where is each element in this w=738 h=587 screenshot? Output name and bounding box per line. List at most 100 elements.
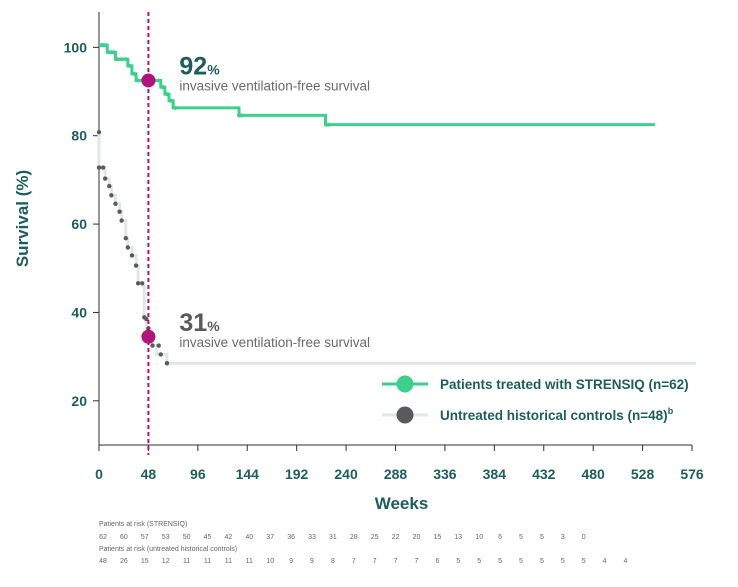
y-tick-label: 20 — [71, 393, 87, 409]
at-risk-count: 5 — [561, 558, 565, 565]
at-risk-count: 57 — [141, 534, 149, 541]
x-tick-label: 576 — [680, 466, 704, 482]
at-risk-count: 42 — [225, 534, 233, 541]
at-risk-count: 33 — [308, 534, 316, 541]
legend: Patients treated with STRENSIQ (n=62) Unt… — [382, 375, 689, 424]
survival-caption: invasive ventilation-free survival — [179, 335, 370, 350]
x-tick-label: 192 — [285, 466, 309, 482]
control-censor-dot — [113, 201, 118, 206]
control-censor-dot — [117, 209, 122, 214]
at-risk-row-label: Patients at risk (untreated historical c… — [99, 546, 237, 553]
strensiq-censor-dot — [239, 113, 244, 118]
strensiq-censor-dot — [119, 57, 124, 62]
survival-percent-label: 92% — [179, 52, 220, 80]
control-censor-dot — [164, 361, 170, 366]
control-censor-dot — [107, 183, 112, 189]
at-risk-count: 7 — [394, 558, 398, 565]
at-risk-count: 0 — [582, 534, 586, 541]
strensiq-censor-dot — [156, 78, 161, 83]
survival-marker-dot — [141, 73, 156, 88]
at-risk-row-label: Patients at risk (STRENSIQ) — [99, 521, 187, 528]
at-risk-count: 5 — [519, 558, 523, 565]
at-risk-count: 9 — [310, 558, 314, 565]
at-risk-count: 5 — [582, 558, 586, 565]
strensiq-censor-dot — [326, 122, 331, 127]
at-risk-count: 11 — [225, 558, 232, 565]
x-tick-label: 336 — [433, 466, 457, 482]
control-censor-dot — [150, 343, 155, 348]
control-censor-dot — [102, 176, 108, 181]
survival-percent-label: 31% — [179, 309, 220, 337]
legend-entry-label: Patients treated with STRENSIQ (n=62) — [440, 377, 689, 392]
at-risk-count: 11 — [183, 558, 190, 565]
strensiq-censor-dot — [136, 78, 141, 83]
control-censor-dot — [123, 236, 128, 241]
legend-entry-label: Untreated historical controls (n=48)b — [440, 406, 674, 423]
strensiq-censor-dot — [103, 43, 108, 48]
at-risk-count: 8 — [331, 558, 335, 565]
survival-marker-dot — [141, 329, 156, 344]
at-risk-count: 22 — [392, 534, 400, 541]
x-axis-title: Weeks — [375, 494, 429, 513]
x-tick-label: 96 — [190, 466, 206, 482]
at-risk-count: 5 — [498, 558, 502, 565]
at-risk-count: 4 — [603, 558, 607, 565]
at-risk-count: 20 — [413, 534, 421, 541]
at-risk-count: 31 — [329, 534, 337, 541]
at-risk-count: 12 — [162, 558, 170, 565]
at-risk-count: 6 — [498, 534, 502, 541]
strensiq-survival-line — [99, 43, 655, 127]
at-risk-count: 53 — [162, 534, 170, 541]
y-tick-label: 60 — [71, 216, 87, 232]
strensiq-censor-dot — [132, 71, 137, 76]
at-risk-count: 50 — [183, 534, 191, 541]
at-risk-count: 11 — [204, 558, 211, 565]
y-axis-title: Survival (%) — [13, 170, 32, 267]
x-tick-label: 384 — [483, 466, 507, 482]
at-risk-count: 11 — [246, 558, 253, 565]
at-risk-count: 37 — [266, 534, 274, 541]
y-tick-label: 40 — [71, 304, 87, 320]
control-censor-dot — [156, 343, 161, 348]
strensiq-censor-dot — [173, 105, 178, 110]
at-risk-count: 45 — [204, 534, 212, 541]
at-risk-count: 7 — [352, 558, 356, 565]
strensiq-censor-dot — [169, 98, 174, 103]
at-risk-count: 9 — [289, 558, 293, 565]
at-risk-count: 3 — [561, 534, 565, 541]
strensiq-censor-dot — [111, 50, 116, 55]
annotations: 92%invasive ventilation-free survival31%… — [141, 12, 370, 455]
x-tick-label: 48 — [141, 466, 157, 482]
strensiq-censor-dot — [123, 57, 128, 62]
at-risk-count: 40 — [245, 534, 253, 541]
at-risk-count: 48 — [99, 558, 107, 565]
at-risk-count: 62 — [99, 534, 107, 541]
control-censor-dot — [135, 281, 141, 286]
control-censor-dot — [119, 218, 124, 223]
at-risk-count: 36 — [287, 534, 295, 541]
x-tick-label: 240 — [334, 466, 358, 482]
at-risk-count: 5 — [540, 534, 544, 541]
at-risk-count: 10 — [266, 558, 274, 565]
control-censor-dot — [129, 253, 135, 258]
at-risk-count: 25 — [371, 534, 379, 541]
at-risk-table: Patients at risk (STRENSIQ)62 60 57 53 50 45 4… — [99, 521, 628, 565]
x-tick-label: 480 — [581, 466, 605, 482]
at-risk-count: 7 — [415, 558, 419, 565]
x-tick-label: 528 — [631, 466, 655, 482]
control-censor-dot — [133, 263, 139, 268]
x-tick-label: 144 — [236, 466, 260, 482]
control-censor-dot — [140, 281, 145, 286]
at-risk-count: 15 — [141, 558, 149, 565]
x-tick-label: 432 — [532, 466, 556, 482]
at-risk-count: 5 — [519, 534, 523, 541]
x-tick-label: 288 — [384, 466, 408, 482]
at-risk-count: 15 — [434, 534, 442, 541]
at-risk-count: 13 — [454, 534, 462, 541]
strensiq-censor-dot — [164, 92, 169, 97]
at-risk-count: 26 — [120, 558, 128, 565]
control-censor-dot — [125, 245, 131, 250]
survival-caption: invasive ventilation-free survival — [179, 78, 370, 93]
strensiq-censor-dot — [127, 63, 132, 68]
